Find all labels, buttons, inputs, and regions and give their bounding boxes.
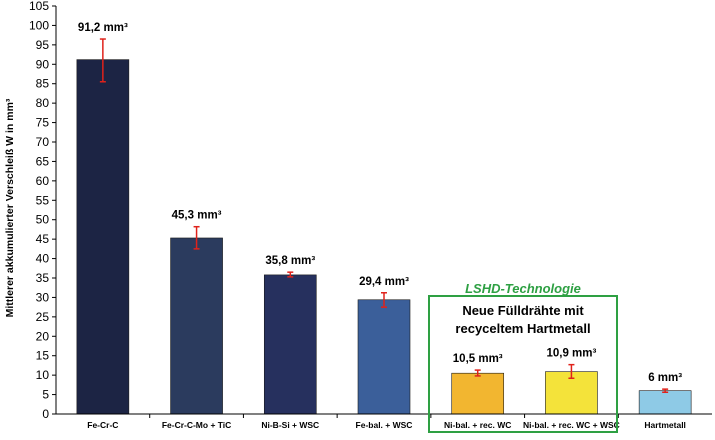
y-tick-label: 60	[36, 174, 50, 188]
y-tick-label: 55	[36, 193, 50, 207]
bar	[170, 237, 223, 415]
bar	[76, 59, 130, 415]
x-tick-label: Fe-Cr-C	[87, 420, 118, 430]
y-tick-label: 90	[36, 57, 50, 71]
y-tick-label: 65	[36, 154, 50, 168]
y-axis-title: Mittlerer akkumulierter Verschleiß W in …	[4, 98, 16, 317]
y-tick-label: 40	[36, 252, 50, 266]
y-tick-label: 95	[36, 38, 50, 52]
y-tick-label: 15	[36, 349, 50, 363]
lshd-annotation-title: LSHD-Technologie	[465, 281, 581, 296]
y-tick-label: 100	[29, 18, 49, 32]
x-tick-label: Fe-bal. + WSC	[356, 420, 413, 430]
data-label: 91,2 mm³	[78, 22, 128, 34]
data-label: 29,4 mm³	[359, 276, 409, 288]
y-tick-label: 5	[42, 388, 49, 402]
y-tick-label: 10	[36, 368, 50, 382]
lshd-annotation-line1: Neue Fülldrähte mit	[462, 303, 584, 318]
y-tick-label: 20	[36, 329, 50, 343]
y-tick-label: 45	[36, 232, 50, 246]
y-tick-label: 25	[36, 310, 50, 324]
data-label: 10,9 mm³	[546, 348, 596, 360]
data-label: 10,5 mm³	[453, 353, 503, 365]
bar	[263, 274, 317, 415]
x-tick-label: Fe-Cr-C-Mo + TiC	[162, 420, 232, 430]
data-label: 45,3 mm³	[172, 210, 222, 222]
y-tick-label: 50	[36, 213, 50, 227]
x-tick-label: Ni-bal. + rec. WC	[444, 420, 511, 430]
y-tick-label: 85	[36, 77, 50, 91]
lshd-annotation-box	[428, 295, 618, 433]
x-tick-label: Ni-B-Si + WSC	[261, 420, 319, 430]
y-tick-label: 75	[36, 116, 50, 130]
y-tick-label: 105	[29, 0, 49, 13]
data-label: 6 mm³	[648, 372, 682, 384]
y-tick-label: 70	[36, 135, 50, 149]
x-tick-label: Hartmetall	[644, 420, 686, 430]
y-tick-label: 30	[36, 290, 50, 304]
y-tick-label: 35	[36, 271, 50, 285]
lshd-annotation-line2: recyceltem Hartmetall	[455, 321, 590, 336]
y-tick-label: 0	[42, 407, 49, 421]
bar	[451, 372, 505, 415]
bar	[357, 299, 411, 415]
bar	[638, 390, 692, 415]
y-tick-label: 80	[36, 96, 50, 110]
data-label: 35,8 mm³	[265, 255, 315, 267]
x-tick-label: Ni-bal. + rec. WC + WSC	[523, 420, 620, 430]
